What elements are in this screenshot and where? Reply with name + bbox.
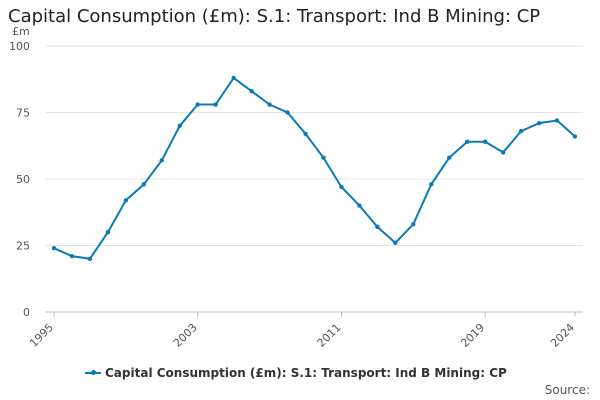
source-label: Source:	[544, 383, 590, 397]
data-point-2004	[213, 102, 218, 107]
y-tick-label-0: 0	[23, 306, 30, 319]
chart-title: Capital Consumption (£m): S.1: Transport…	[8, 6, 541, 27]
data-point-2009	[303, 131, 308, 136]
data-point-2016	[429, 182, 434, 187]
data-point-2008	[285, 110, 290, 115]
x-tick-label-2024: 2024	[548, 321, 577, 350]
data-point-2019	[482, 139, 488, 144]
x-tick-label-2003: 2003	[171, 321, 200, 350]
data-point-2018	[465, 139, 470, 144]
data-point-2023	[554, 118, 560, 123]
y-tick-label-100: 100	[9, 40, 30, 53]
data-point-2011	[339, 184, 344, 190]
data-point-2020	[500, 150, 506, 155]
y-tick-label-75: 75	[16, 107, 30, 120]
data-point-1995	[51, 245, 57, 251]
y-axis-unit-label: £m	[12, 25, 30, 38]
data-point-2002	[177, 123, 182, 128]
data-point-1997	[87, 256, 93, 261]
data-point-2022	[536, 120, 542, 126]
data-point-2013	[375, 224, 380, 230]
legend[interactable]: Capital Consumption (£m): S.1: Transport…	[85, 366, 507, 380]
data-point-2015	[411, 222, 416, 227]
line-chart: 0 25 50 75 100 1995 2003 2011 2019 2024	[9, 40, 583, 350]
legend-swatch	[85, 370, 101, 375]
data-point-2007	[267, 102, 272, 107]
data-point-2000	[141, 182, 147, 187]
y-tick-label-25: 25	[16, 240, 30, 253]
x-tick-label-2019: 2019	[458, 321, 487, 350]
data-point-2003	[195, 102, 200, 107]
data-point-2001	[159, 158, 164, 163]
series-line-0	[53, 76, 576, 260]
data-point-2021	[518, 128, 524, 134]
data-point-2024	[572, 134, 578, 139]
data-point-2017	[447, 155, 452, 160]
data-point-2012	[357, 203, 362, 208]
data-point-2005	[231, 75, 236, 81]
x-tick-label-1995: 1995	[27, 321, 56, 350]
data-point-2006	[249, 89, 254, 94]
data-point-1996	[69, 253, 75, 259]
data-point-2010	[321, 155, 326, 160]
data-point-1999	[123, 198, 129, 203]
y-tick-label-50: 50	[16, 173, 30, 186]
x-tick-label-2011: 2011	[315, 321, 344, 350]
legend-label: Capital Consumption (£m): S.1: Transport…	[105, 366, 507, 380]
data-point-2014	[393, 240, 398, 246]
data-point-1998	[105, 230, 111, 235]
